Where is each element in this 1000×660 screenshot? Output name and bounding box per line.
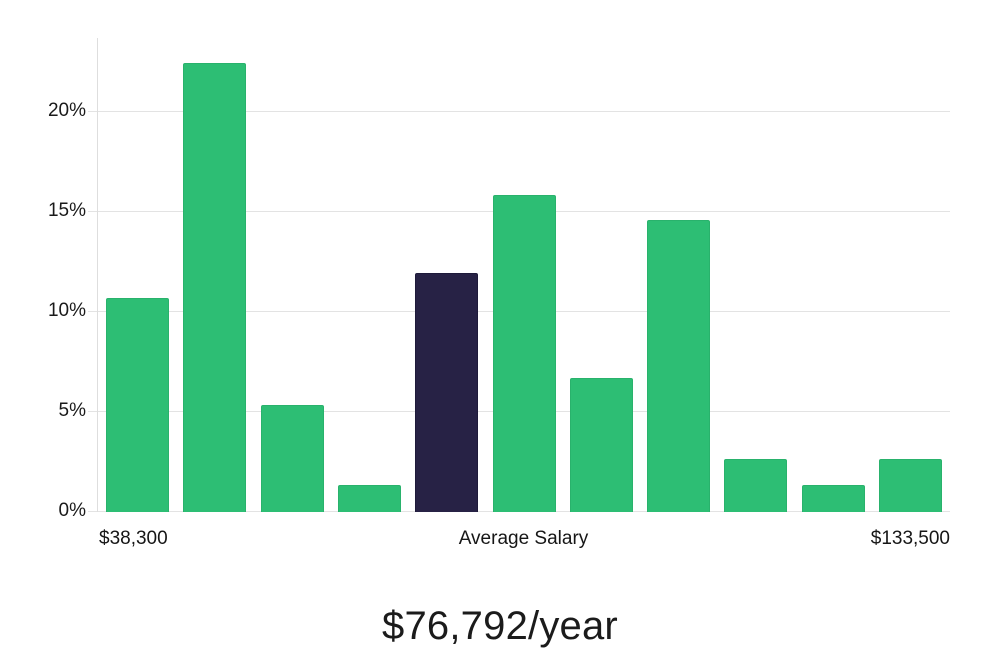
histogram-bar[interactable] [183, 63, 247, 512]
histogram-bar[interactable] [801, 485, 865, 512]
y-axis-tick-label: 15% [47, 200, 86, 221]
histogram-bar[interactable] [492, 195, 556, 512]
y-axis-tick-label: 10% [47, 300, 86, 321]
histogram-bar[interactable] [647, 220, 711, 512]
histogram-bar[interactable] [879, 459, 942, 512]
histogram-bar[interactable] [337, 485, 401, 512]
histogram-bar[interactable] [569, 378, 633, 512]
histogram-bar[interactable] [724, 459, 788, 512]
plot-area [88, 38, 950, 512]
x-axis: $38,300 Average Salary $133,500 [97, 528, 950, 554]
x-axis-label-average-salary: Average Salary [458, 528, 589, 549]
histogram-bar[interactable] [106, 298, 169, 512]
y-axis-tick-label: 20% [47, 100, 86, 121]
histogram-bar[interactable] [260, 405, 324, 512]
gridline-20pct [88, 111, 950, 112]
y-axis-tick-label: 0% [58, 500, 86, 521]
x-axis-label-min-salary: $38,300 [99, 528, 168, 549]
average-salary-caption: $76,792/year [382, 604, 618, 648]
y-axis-line [97, 38, 98, 512]
average-salary-bar[interactable] [415, 273, 479, 512]
x-axis-label-max-salary: $133,500 [870, 528, 950, 549]
y-axis-tick-label: 5% [58, 400, 86, 421]
